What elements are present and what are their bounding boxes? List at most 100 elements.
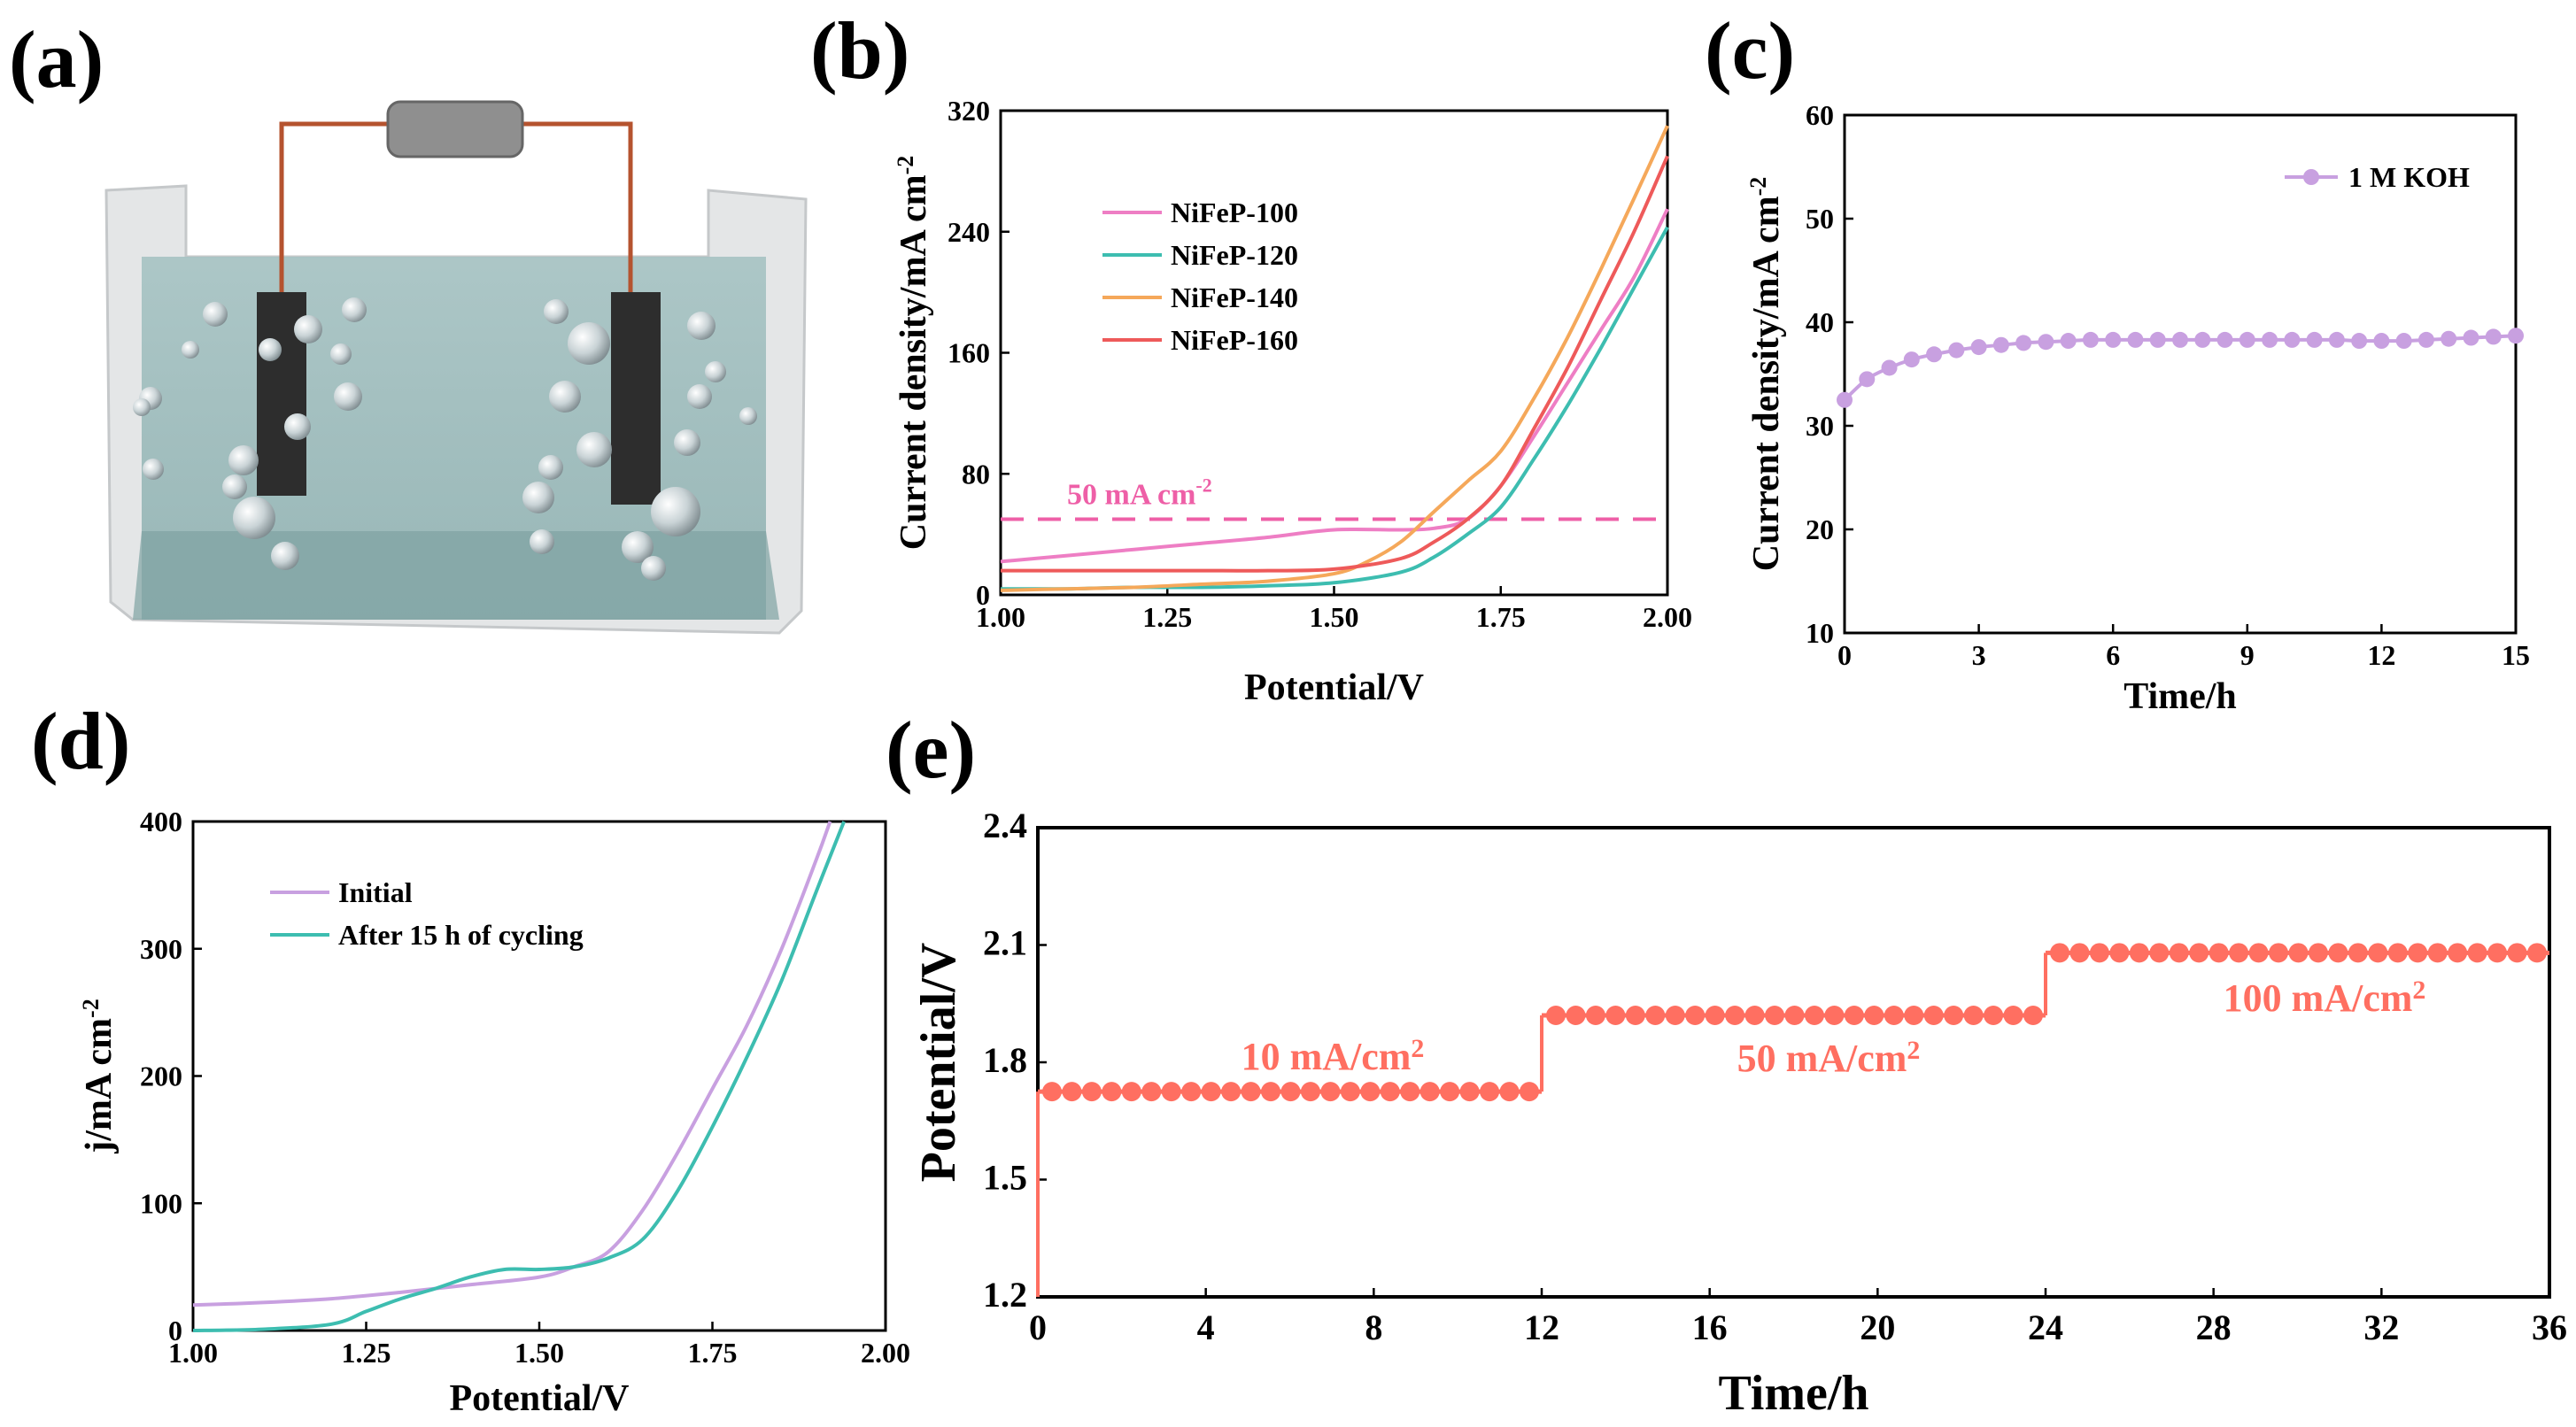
bubble bbox=[641, 556, 666, 581]
y-axis-label: Potential/V bbox=[911, 943, 966, 1183]
data-point bbox=[1042, 1082, 1062, 1102]
data-point bbox=[1459, 1082, 1480, 1102]
data-point bbox=[2427, 943, 2448, 963]
y-tick-label: 320 bbox=[948, 95, 990, 127]
data-point bbox=[1141, 1082, 1162, 1102]
y-tick-label: 40 bbox=[1806, 306, 1834, 338]
series-line-NiFeP-140 bbox=[1000, 125, 1669, 592]
data-point bbox=[2216, 331, 2233, 348]
x-axis-label: Time/h bbox=[1718, 1366, 1868, 1421]
data-point bbox=[1904, 1006, 1924, 1025]
data-point bbox=[1685, 1006, 1706, 1025]
bubble bbox=[284, 413, 311, 440]
bubble bbox=[271, 542, 299, 570]
bubble bbox=[330, 343, 352, 365]
legend-marker bbox=[2303, 169, 2319, 185]
data-point bbox=[2105, 331, 2122, 348]
x-tick-label: 1.25 bbox=[1142, 601, 1192, 633]
x-tick-label: 1.50 bbox=[514, 1337, 564, 1369]
data-point bbox=[1062, 1082, 1082, 1102]
bubble bbox=[222, 474, 247, 499]
data-point bbox=[1744, 1006, 1765, 1025]
data-point bbox=[2387, 943, 2408, 963]
x-tick-label: 9 bbox=[2240, 639, 2255, 671]
plot-frame bbox=[999, 109, 1669, 597]
data-point bbox=[1585, 1006, 1605, 1025]
x-tick-label: 2.00 bbox=[1643, 601, 1692, 633]
legend-label: NiFeP-120 bbox=[1171, 239, 1298, 271]
bubble bbox=[538, 455, 563, 480]
data-point bbox=[2269, 943, 2289, 963]
x-tick-label: 8 bbox=[1365, 1307, 1382, 1347]
y-tick-label: 30 bbox=[1806, 410, 1834, 442]
data-point bbox=[1645, 1006, 1666, 1025]
data-point bbox=[2463, 329, 2479, 346]
plot-frame bbox=[191, 820, 887, 1332]
x-tick-label: 1.25 bbox=[342, 1337, 391, 1369]
data-point bbox=[1221, 1082, 1242, 1102]
data-point bbox=[2060, 333, 2077, 350]
y-tick-label: 200 bbox=[140, 1061, 182, 1092]
x-tick-label: 16 bbox=[1692, 1307, 1728, 1347]
data-point bbox=[2507, 943, 2527, 963]
y-tick-label: 2.1 bbox=[983, 923, 1027, 963]
data-point bbox=[1181, 1082, 1202, 1102]
chart-d: 1.00 1.25 1.50 1.75 2.00 0 100 200 300 400 Initial… bbox=[78, 806, 910, 1419]
x-tick-label: 1.00 bbox=[976, 601, 1025, 633]
x-tick-label: 1.75 bbox=[688, 1337, 738, 1369]
y-tick-label: 10 bbox=[1806, 617, 1834, 649]
data-point bbox=[1566, 1006, 1586, 1025]
data-point bbox=[2308, 943, 2328, 963]
data-point bbox=[1903, 351, 1920, 368]
data-point bbox=[1201, 1082, 1221, 1102]
series-line-NiFeP-100 bbox=[1000, 208, 1669, 564]
data-point bbox=[2487, 943, 2508, 963]
bubble bbox=[576, 432, 612, 467]
cell-bottom bbox=[133, 531, 779, 620]
bubble bbox=[182, 341, 199, 359]
data-point bbox=[2508, 328, 2524, 344]
legend-label: NiFeP-160 bbox=[1171, 324, 1298, 356]
legend-label: Initial bbox=[338, 876, 413, 908]
y-tick-label: 240 bbox=[948, 216, 990, 248]
x-axis-label: Potential/V bbox=[1244, 667, 1424, 708]
data-point bbox=[2194, 331, 2211, 348]
series-line-Initial bbox=[192, 821, 832, 1307]
data-point bbox=[1992, 336, 2009, 353]
bubble bbox=[259, 338, 282, 361]
resistor bbox=[386, 100, 524, 158]
chart-c: 0 3 6 9 12 15 10 20 30 40 50 60 1 M KOH Time/h Current… bbox=[1745, 99, 2530, 717]
data-point bbox=[1824, 1006, 1845, 1025]
data-point bbox=[2485, 328, 2502, 345]
x-tick-label: 2.00 bbox=[861, 1337, 910, 1369]
data-point bbox=[1881, 359, 1898, 376]
electrode-right bbox=[611, 292, 661, 505]
data-point bbox=[1081, 1082, 1102, 1102]
y-axis-label: Current density/mA cm-2 bbox=[1745, 177, 1787, 572]
data-point bbox=[1380, 1082, 1400, 1102]
data-point bbox=[2288, 943, 2309, 963]
electrolysis-cell-illustration bbox=[104, 100, 808, 635]
data-point bbox=[1605, 1006, 1626, 1025]
data-point bbox=[1844, 1006, 1864, 1025]
data-point bbox=[2003, 1006, 2023, 1025]
data-point bbox=[2038, 334, 2054, 351]
plot-frame bbox=[1843, 113, 2518, 635]
bubble bbox=[143, 459, 164, 480]
data-point bbox=[1360, 1082, 1381, 1102]
y-tick-label: 2.4 bbox=[983, 806, 1027, 845]
data-point bbox=[1864, 1006, 1884, 1025]
x-tick-label: 4 bbox=[1197, 1307, 1215, 1347]
data-point bbox=[2348, 943, 2368, 963]
x-tick-label: 3 bbox=[1972, 639, 1986, 671]
data-point bbox=[2229, 943, 2249, 963]
reference-line-label: 50 mA cm-2 bbox=[1067, 474, 1212, 512]
y-tick-label: 300 bbox=[140, 933, 182, 965]
x-tick-label: 36 bbox=[2532, 1307, 2567, 1347]
y-tick-label: 60 bbox=[1806, 99, 1834, 131]
data-point bbox=[1984, 1006, 2004, 1025]
data-point bbox=[2328, 331, 2345, 348]
data-point bbox=[1499, 1082, 1520, 1102]
series-line-NiFeP-120 bbox=[1000, 226, 1669, 591]
